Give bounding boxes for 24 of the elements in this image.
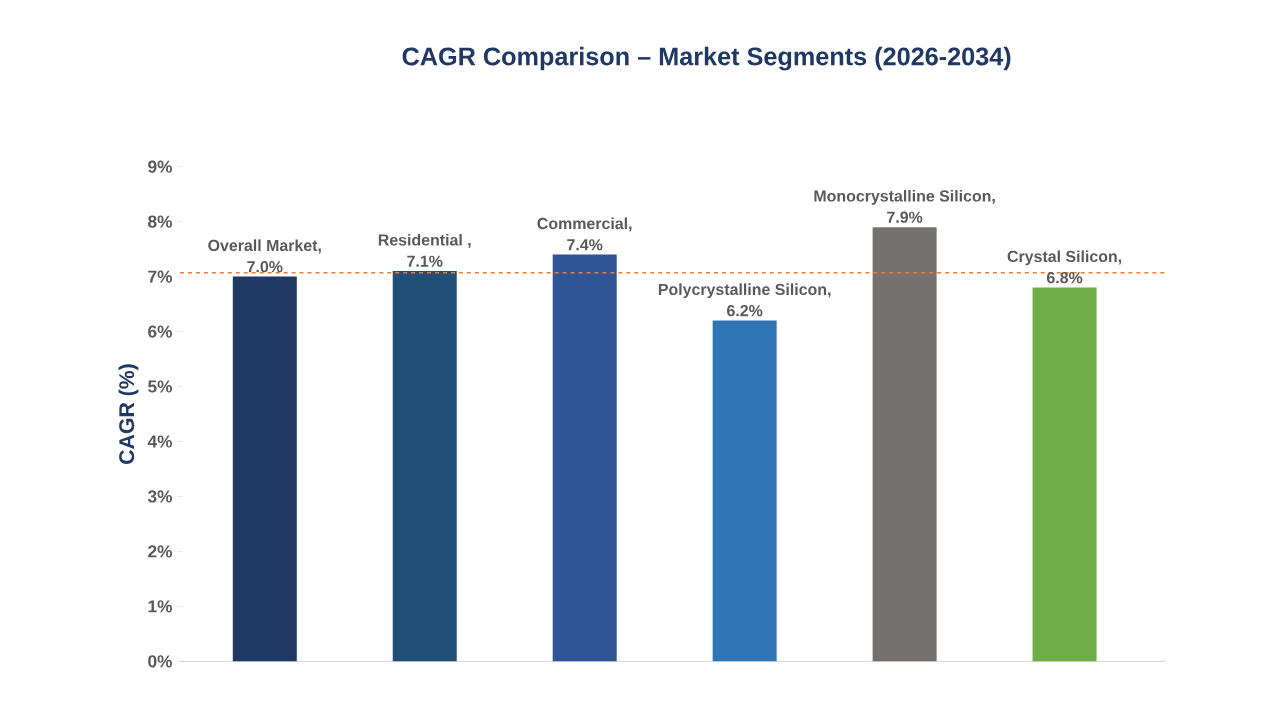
data-label: Monocrystalline Silicon, 7.9% <box>814 189 995 223</box>
data-label: Residential , 7.1% <box>378 233 471 267</box>
bar <box>392 271 457 662</box>
y-tick-label: 5% <box>148 380 173 393</box>
y-tick-label: 8% <box>148 215 173 228</box>
y-axis-title: CAGR (%) <box>118 364 139 464</box>
y-tick-label: 2% <box>148 545 173 558</box>
data-label: Polycrystalline Silicon, 6.2% <box>658 283 831 317</box>
y-tick-label: 7% <box>148 270 173 283</box>
bar <box>552 254 617 662</box>
y-tick-label: 1% <box>148 600 173 613</box>
y-tick-label: 9% <box>148 160 173 173</box>
data-label: Overall Market, 7.0% <box>208 239 321 273</box>
y-tick-label: 4% <box>147 435 173 448</box>
y-tick-label: 0% <box>148 655 173 668</box>
bar <box>232 276 297 662</box>
y-tick-label: 6% <box>148 325 173 338</box>
data-label: Commercial, 7.4% <box>537 217 632 251</box>
y-tick-label: 3% <box>147 490 173 503</box>
bar <box>1032 287 1097 662</box>
bar <box>872 227 937 662</box>
chart-title: CAGR Comparison – Market Segments (2026-2034) <box>402 46 1011 71</box>
bar <box>712 320 777 662</box>
data-label: Crystal Silicon, 6.8% <box>1007 250 1122 284</box>
